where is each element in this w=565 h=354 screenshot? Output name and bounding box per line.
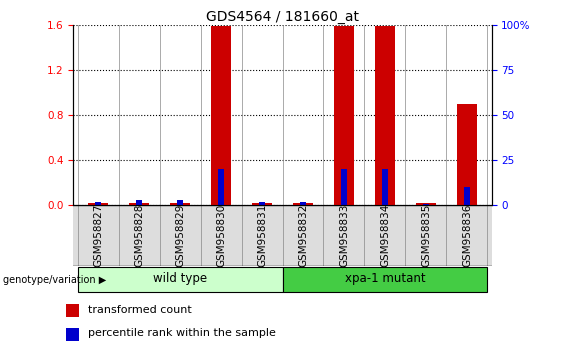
Text: GSM958836: GSM958836 [462, 204, 472, 267]
Text: GSM958828: GSM958828 [134, 204, 144, 267]
Text: xpa-1 mutant: xpa-1 mutant [345, 272, 425, 285]
Title: GDS4564 / 181660_at: GDS4564 / 181660_at [206, 10, 359, 24]
Text: wild type: wild type [153, 272, 207, 285]
Bar [423, 204, 429, 205]
Text: GSM958831: GSM958831 [257, 204, 267, 267]
Bar [293, 203, 313, 205]
Bar [300, 202, 306, 205]
Bar [382, 169, 388, 205]
Bar [464, 187, 470, 205]
Bar [341, 169, 347, 205]
Bar [177, 200, 183, 205]
Text: percentile rank within the sample: percentile rank within the sample [88, 329, 276, 338]
Text: GSM958829: GSM958829 [175, 204, 185, 267]
Text: GSM958827: GSM958827 [93, 204, 103, 267]
Text: GSM958834: GSM958834 [380, 204, 390, 267]
Text: GSM958833: GSM958833 [339, 204, 349, 267]
Bar [334, 27, 354, 205]
Bar [416, 203, 436, 205]
FancyBboxPatch shape [282, 267, 488, 292]
Bar [67, 304, 79, 317]
Bar [252, 203, 272, 205]
Bar [170, 203, 190, 205]
Bar [129, 203, 149, 205]
Bar [457, 104, 477, 205]
Bar [218, 169, 224, 205]
Text: GSM958830: GSM958830 [216, 204, 226, 267]
Bar [375, 27, 396, 205]
Text: GSM958832: GSM958832 [298, 204, 308, 267]
Text: GSM958835: GSM958835 [421, 204, 431, 267]
Bar [211, 27, 231, 205]
Bar [88, 203, 108, 205]
Bar [67, 328, 79, 341]
FancyBboxPatch shape [77, 267, 282, 292]
Text: transformed count: transformed count [88, 304, 192, 315]
Bar [136, 200, 142, 205]
Bar [259, 202, 265, 205]
Bar [95, 202, 101, 205]
Text: genotype/variation ▶: genotype/variation ▶ [3, 275, 106, 285]
